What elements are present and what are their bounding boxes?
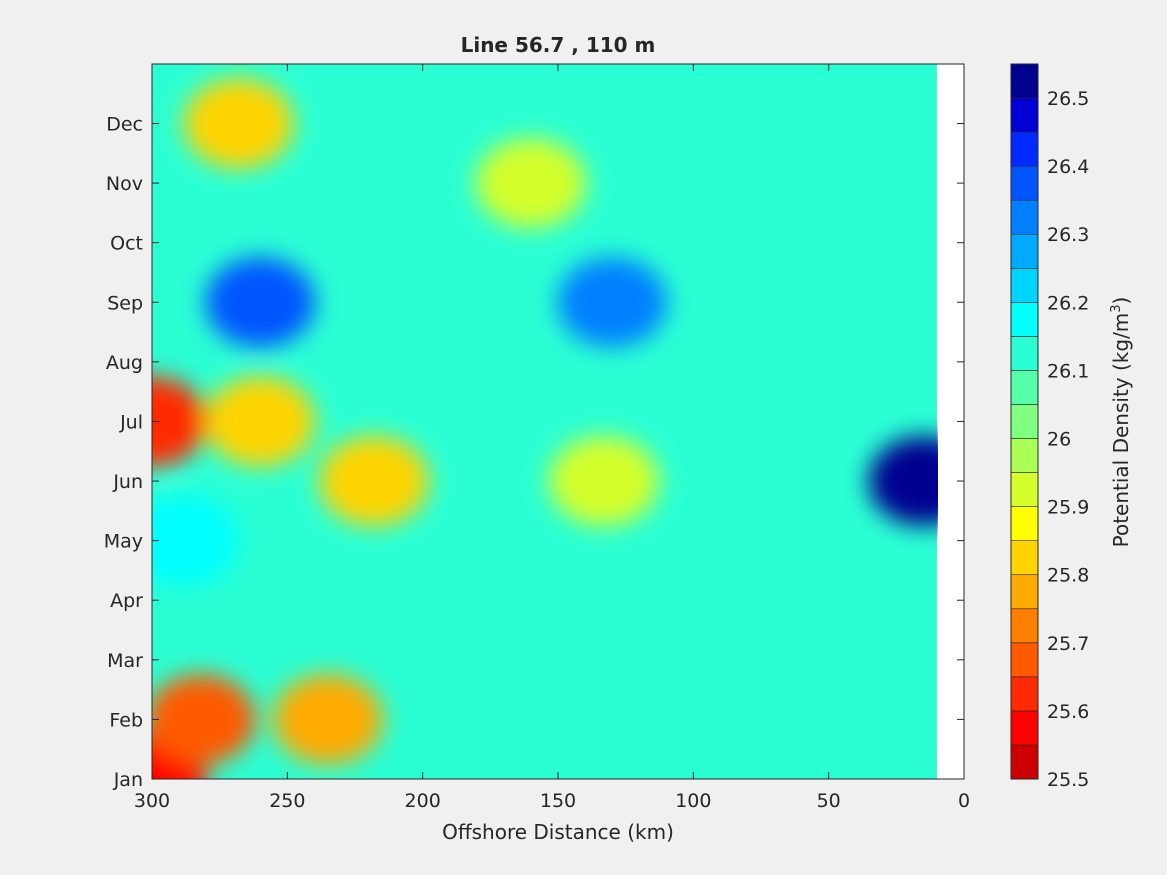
contour-blobs — [152, 78, 938, 779]
colorbar-swatch — [1010, 574, 1039, 610]
colorbar: 25.5 25.6 25.7 25.8 25.9 26 26.1 26.2 26.3 26.4 26… — [1010, 63, 1089, 791]
colorbar-swatch — [1010, 438, 1039, 473]
colorbar-swatch — [1010, 233, 1039, 269]
colorbar-frame — [1010, 63, 1039, 780]
y-axis-ticks: Jan Feb Mar Apr May Jun Jul Aug Sep Oct Nov Dec — [104, 114, 964, 791]
colorbar-tick-label: 26.4 — [1047, 156, 1089, 178]
colorbar-swatch — [1010, 63, 1039, 99]
colorbar-swatch — [1010, 404, 1039, 439]
colorbar-swatch — [1010, 744, 1039, 780]
x-tick-label: 100 — [675, 790, 711, 812]
y-tick-label: Apr — [110, 590, 143, 612]
colorbar-label: Potential Density (kg/m3) — [1109, 297, 1133, 548]
colorbar-swatch — [1010, 336, 1039, 371]
contour-region — [152, 495, 240, 586]
y-tick-label: Feb — [109, 709, 143, 731]
colorbar-swatch — [1010, 165, 1039, 201]
y-tick-label: Sep — [107, 292, 143, 314]
contour-region — [318, 436, 429, 527]
contour-region — [205, 376, 316, 467]
colorbar-label-suffix: ) — [1109, 297, 1133, 305]
y-tick-label: Mar — [107, 650, 143, 672]
contour-region — [152, 376, 207, 467]
colorbar-swatch — [1010, 710, 1039, 746]
contour-region — [475, 138, 586, 229]
contour-fill — [152, 64, 938, 779]
y-tick-label: Jun — [112, 471, 143, 493]
colorbar-label-superscript: 3 — [1109, 304, 1124, 312]
chart-title: Line 56.7 , 110 m — [461, 33, 656, 57]
colorbar-tick-label: 25.6 — [1047, 701, 1089, 723]
colorbar-tick-label: 26.2 — [1047, 292, 1089, 314]
contour-region — [549, 436, 660, 527]
colorbar-swatch — [1010, 199, 1039, 235]
colorbar-swatch — [1010, 302, 1039, 337]
colorbar-swatch — [1010, 676, 1039, 712]
contour-region — [272, 674, 383, 765]
x-tick-label: 250 — [269, 790, 305, 812]
y-tick-label: Jul — [119, 411, 143, 433]
colorbar-swatch — [1010, 267, 1039, 303]
x-tick-label: 200 — [405, 790, 441, 812]
colorbar-tick-label: 25.8 — [1047, 565, 1089, 587]
x-tick-label: 150 — [540, 790, 576, 812]
contour-region — [152, 674, 256, 765]
y-tick-label: Dec — [106, 114, 143, 136]
contour-region — [557, 257, 668, 348]
contour-region — [868, 436, 938, 527]
colorbar-tick-label: 26 — [1047, 429, 1071, 451]
y-tick-label: Jan — [113, 769, 143, 791]
x-tick-label: 300 — [134, 790, 170, 812]
y-tick-label: Nov — [106, 173, 143, 195]
colorbar-swatch — [1010, 97, 1039, 133]
colorbar-tick-label: 26.3 — [1047, 224, 1089, 246]
colorbar-swatch — [1010, 642, 1039, 678]
colorbar-swatch — [1010, 131, 1039, 167]
colorbar-swatch — [1010, 608, 1039, 644]
colorbar-swatch — [1010, 540, 1039, 576]
y-tick-label: May — [104, 531, 143, 553]
x-tick-label: 0 — [958, 790, 970, 812]
contour-region — [183, 78, 294, 169]
x-axis-label: Offshore Distance (km) — [442, 820, 674, 844]
colorbar-tick-label: 25.5 — [1047, 769, 1089, 791]
y-tick-label: Oct — [110, 233, 143, 255]
colorbar-swatch — [1010, 472, 1039, 507]
colorbar-tick-label: 26.1 — [1047, 360, 1089, 382]
colorbar-label-text: Potential Density (kg/m — [1109, 313, 1133, 548]
y-tick-label: Aug — [106, 352, 143, 374]
colorbar-tick-label: 26.5 — [1047, 88, 1089, 110]
colorbar-tick-label: 25.7 — [1047, 633, 1089, 655]
colorbar-swatch — [1010, 370, 1039, 405]
x-tick-label: 50 — [817, 790, 841, 812]
colorbar-tick-label: 25.9 — [1047, 497, 1089, 519]
contour-region — [205, 257, 316, 348]
colorbar-swatch — [1010, 506, 1039, 541]
x-axis-ticks: 300 250 200 150 100 50 0 — [134, 64, 970, 812]
